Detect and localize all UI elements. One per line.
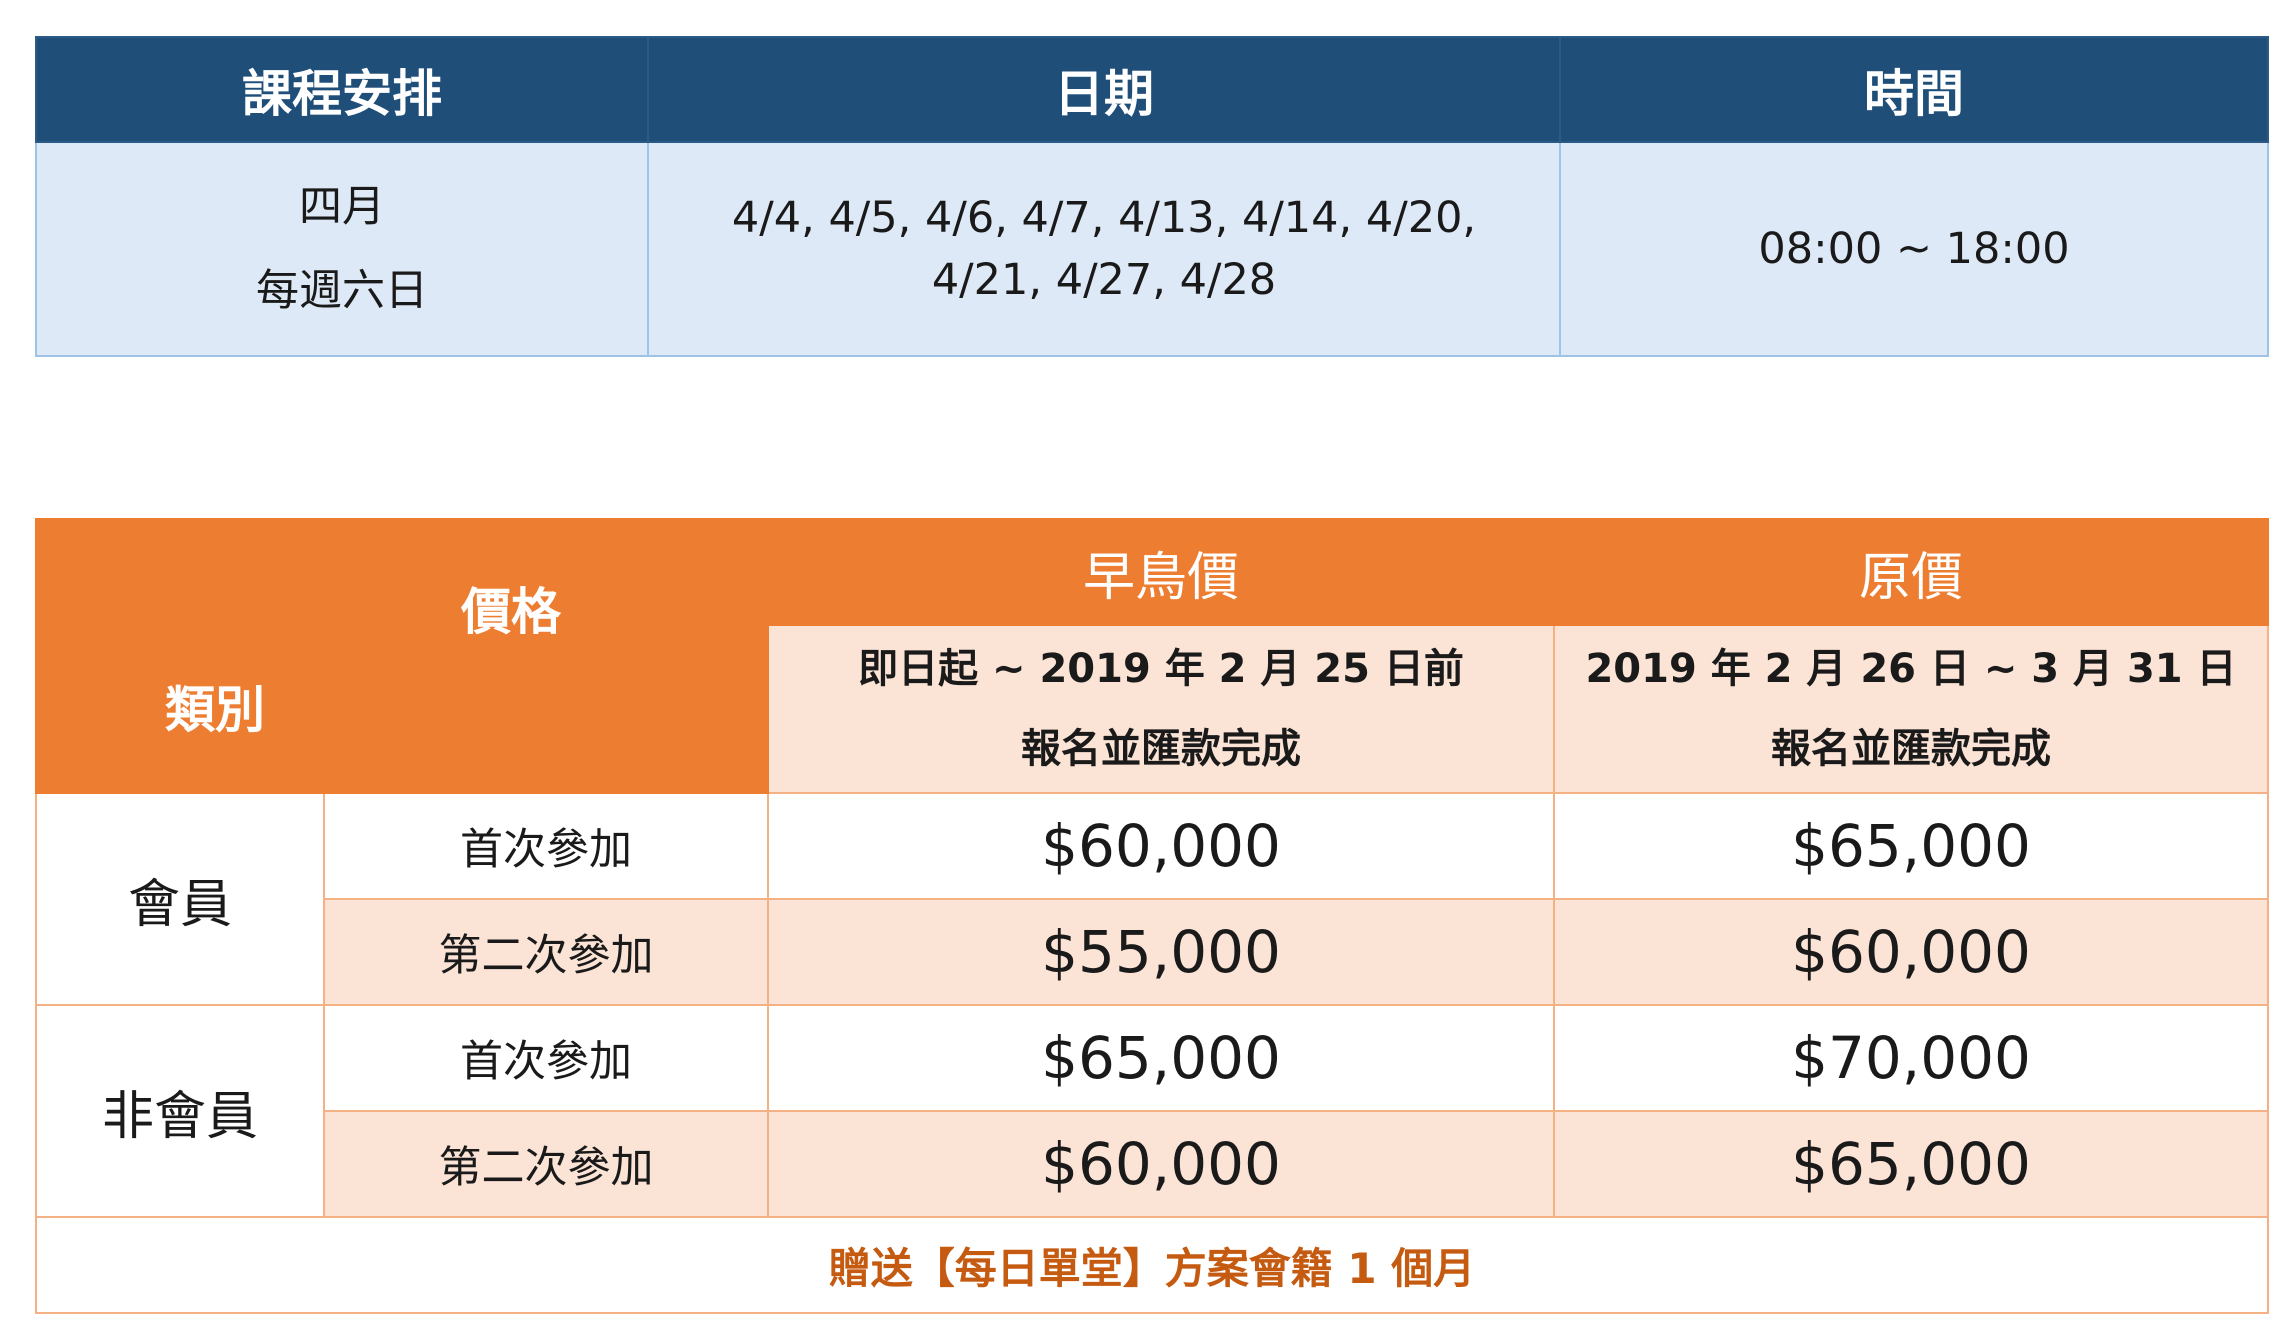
table-row: 第二次參加 $55,000 $60,000 [36, 898, 2269, 1006]
regular-dates: 2019 年 2 月 26 日 ~ 3 月 31 日 [1585, 646, 2237, 692]
header-time: 時間 [1559, 36, 2269, 143]
early-bird-price: $60,000 [767, 1110, 1555, 1218]
price-label: 價格 [461, 583, 561, 641]
early-bird-price: $60,000 [767, 792, 1555, 900]
pricing-table: 價格 類別 早鳥價 原價 即日起 ~ 2019 年 2 月 25 日前 報名並匯… [35, 518, 2269, 1314]
early-bird-dates: 即日起 ~ 2019 年 2 月 25 日前 [858, 646, 1464, 692]
regular-price: $65,000 [1553, 792, 2269, 900]
early-bird-price: $55,000 [767, 898, 1555, 1006]
category-non-member: 非會員 [35, 1004, 325, 1218]
regular-price-header: 原價 [1553, 518, 2269, 626]
category-member: 會員 [35, 792, 325, 1006]
table-row: 非會員 首次參加 $65,000 $70,000 [35, 1004, 2269, 1218]
pricing-subheader-row: 即日起 ~ 2019 年 2 月 25 日前 報名並匯款完成 2019 年 2 … [36, 624, 2269, 794]
attendance-type: 第二次參加 [323, 1110, 769, 1218]
dates-line-1: 4/4, 4/5, 4/6, 4/7, 4/13, 4/14, 4/20, [731, 193, 1477, 243]
early-bird-header: 早鳥價 [767, 518, 1555, 626]
regular-price: $70,000 [1553, 1004, 2269, 1112]
schedule-row: 四月 每週六日 4/4, 4/5, 4/6, 4/7, 4/13, 4/14, … [35, 141, 2269, 357]
course-days: 每週六日 [256, 266, 428, 316]
pricing-header-row: 價格 類別 早鳥價 原價 [35, 518, 2269, 794]
table-row: 會員 首次參加 $60,000 $65,000 [35, 792, 2269, 1006]
regular-condition: 報名並匯款完成 [1771, 726, 2051, 772]
header-date: 日期 [647, 36, 1561, 143]
table-row: 第二次參加 $60,000 $65,000 [36, 1110, 2269, 1218]
early-bird-condition: 報名並匯款完成 [1021, 726, 1301, 772]
course-month: 四月 [299, 182, 385, 232]
regular-price: $60,000 [1553, 898, 2269, 1006]
attendance-type: 第二次參加 [323, 898, 769, 1006]
attendance-type: 首次參加 [323, 1004, 769, 1112]
dates-cell: 4/4, 4/5, 4/6, 4/7, 4/13, 4/14, 4/20, 4/… [647, 141, 1561, 357]
attendance-type: 首次參加 [323, 792, 769, 900]
course-cell: 四月 每週六日 [35, 141, 649, 357]
regular-price: $65,000 [1553, 1110, 2269, 1218]
early-bird-price: $65,000 [767, 1004, 1555, 1112]
schedule-table: 課程安排 日期 時間 四月 每週六日 4/4, 4/5, 4/6, 4/7, 4… [35, 36, 2269, 357]
note-row: 贈送【每日單堂】方案會籍 1 個月 [35, 1216, 2269, 1314]
bonus-note: 贈送【每日單堂】方案會籍 1 個月 [35, 1216, 2269, 1314]
header-course: 課程安排 [35, 36, 649, 143]
category-label: 類別 [165, 681, 265, 739]
time-cell: 08:00 ~ 18:00 [1559, 141, 2269, 357]
schedule-header-row: 課程安排 日期 時間 [35, 36, 2269, 143]
corner-header: 價格 類別 [35, 518, 769, 794]
early-bird-period: 即日起 ~ 2019 年 2 月 25 日前 報名並匯款完成 [767, 624, 1555, 794]
dates-line-2: 4/21, 4/27, 4/28 [931, 255, 1277, 305]
regular-period: 2019 年 2 月 26 日 ~ 3 月 31 日 報名並匯款完成 [1553, 624, 2269, 794]
